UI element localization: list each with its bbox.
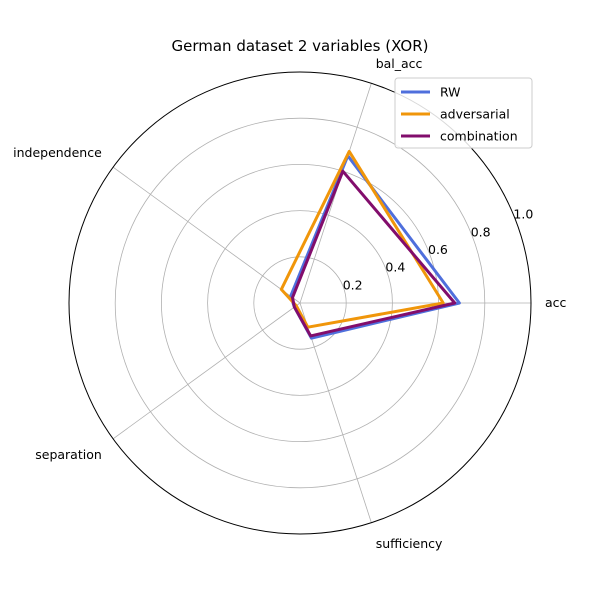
outer-frame bbox=[68, 71, 532, 535]
legend-box bbox=[394, 77, 533, 149]
legend-label-combination: combination bbox=[440, 129, 518, 144]
legend-label-RW: RW bbox=[440, 85, 461, 100]
radar-series bbox=[279, 149, 461, 340]
spoke-separation bbox=[112, 302, 301, 440]
series-line-combination bbox=[291, 169, 457, 338]
series-line-adversarial bbox=[279, 149, 445, 329]
tick-label-4: 1.0 bbox=[513, 207, 533, 222]
axis-label-bal_acc: bal_acc bbox=[376, 56, 423, 71]
axis-label-separation: separation bbox=[35, 447, 102, 462]
tick-label-3: 0.8 bbox=[471, 224, 491, 239]
axis-label-acc: acc bbox=[545, 295, 567, 310]
axis-label-sufficiency: sufficiency bbox=[376, 536, 443, 551]
spoke-independence bbox=[112, 166, 301, 304]
legend-label-adversarial: adversarial bbox=[440, 107, 510, 122]
tick-label-2: 0.6 bbox=[428, 242, 448, 257]
radar-grid bbox=[68, 71, 532, 535]
chart-title: German dataset 2 variables (XOR) bbox=[172, 37, 429, 55]
axis-label-independence: independence bbox=[13, 145, 102, 160]
legend: RW adversarial combination bbox=[394, 77, 533, 149]
radial-tick-labels: 0.2 0.4 0.6 0.8 1.0 bbox=[343, 207, 534, 293]
tick-label-1: 0.4 bbox=[385, 260, 405, 275]
spoke-sufficiency bbox=[299, 302, 372, 523]
axis-labels: acc bal_acc independence separation sufficie… bbox=[13, 56, 566, 551]
tick-label-0: 0.2 bbox=[343, 277, 363, 292]
